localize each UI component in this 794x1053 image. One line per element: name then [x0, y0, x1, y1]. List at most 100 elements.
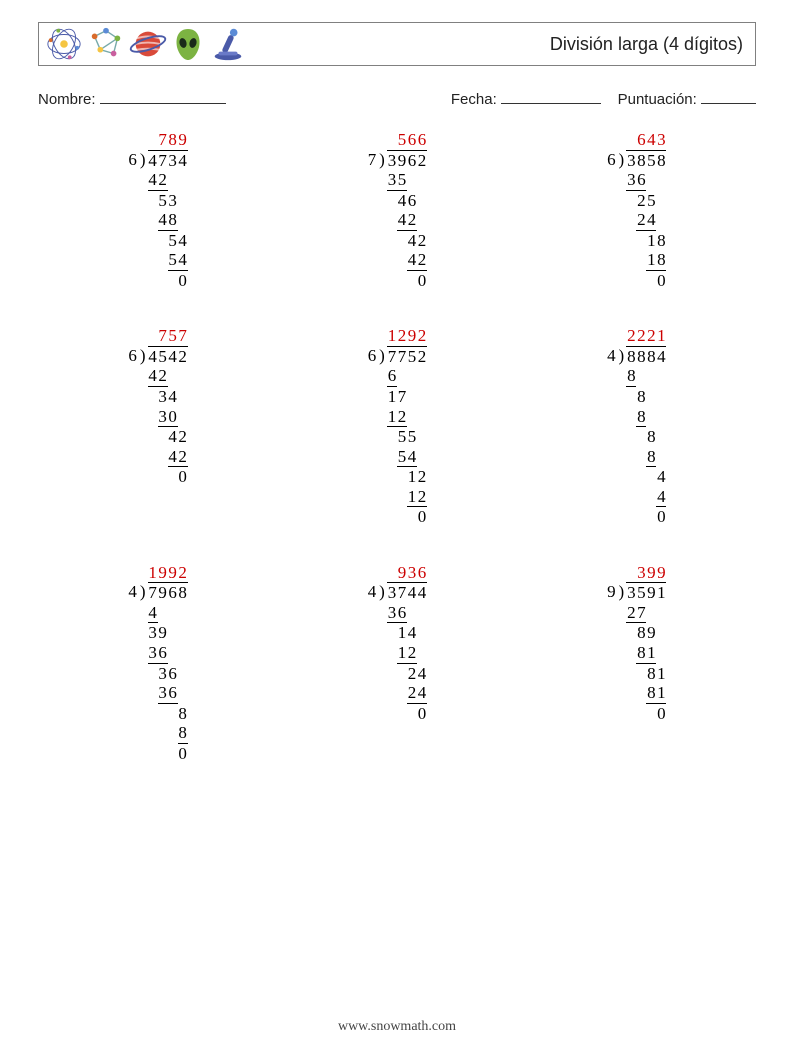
division-step: 6	[367, 366, 427, 387]
division-step: 27	[606, 603, 666, 624]
division-step: 8	[128, 723, 188, 744]
microscope-icon	[209, 25, 247, 63]
long-division-problem: 9364)374436141224240	[277, 563, 516, 763]
divisor-dividend-row: 6)4542	[128, 346, 188, 367]
division-step: 42	[128, 447, 188, 468]
divisor-dividend-row: 4)3744	[367, 582, 427, 603]
division-step: 42	[128, 170, 188, 191]
division-step: 42	[128, 366, 188, 387]
division-step: 4	[606, 467, 666, 487]
quotient: 789	[128, 130, 188, 150]
division-step: 12	[367, 407, 427, 428]
division-step: 12	[367, 487, 427, 508]
quotient: 1292	[367, 326, 427, 346]
division-step: 39	[128, 623, 188, 643]
division-step: 36	[128, 683, 188, 704]
divisor-dividend-row: 4)7968	[128, 582, 188, 603]
divisor-dividend-row: 9)3591	[606, 582, 666, 603]
alien-icon	[171, 25, 205, 63]
page-title: División larga (4 dígitos)	[550, 34, 743, 55]
score-label: Puntuación:	[618, 91, 697, 108]
quotient: 2221	[606, 326, 666, 346]
division-step: 81	[606, 664, 666, 684]
division-step: 12	[367, 467, 427, 487]
division-step: 12	[367, 643, 427, 664]
division-step: 25	[606, 191, 666, 211]
division-step: 30	[128, 407, 188, 428]
division-step: 42	[367, 231, 427, 251]
decorative-icons	[45, 25, 247, 63]
division-step: 42	[367, 210, 427, 231]
header-box: División larga (4 dígitos)	[38, 22, 756, 66]
divisor-dividend-row: 4)8884	[606, 346, 666, 367]
long-division-problem: 7896)473442534854540	[38, 130, 277, 290]
name-blank	[100, 90, 226, 104]
division-step: 42	[128, 427, 188, 447]
division-step: 24	[606, 210, 666, 231]
division-step: 0	[128, 271, 188, 291]
division-step: 0	[367, 271, 427, 291]
division-step: 0	[367, 507, 427, 527]
division-step: 36	[606, 170, 666, 191]
long-division-problem: 5667)396235464242420	[277, 130, 516, 290]
long-division-problem: 22214)888488888440	[517, 326, 756, 526]
division-step: 17	[367, 387, 427, 407]
division-step: 24	[367, 664, 427, 684]
info-line: Nombre: Fecha: Puntuación:	[38, 90, 756, 108]
footer-url: www.snowmath.com	[0, 1019, 794, 1035]
division-step: 36	[128, 643, 188, 664]
division-step: 81	[606, 643, 666, 664]
division-step: 0	[128, 744, 188, 764]
division-step: 0	[606, 704, 666, 724]
quotient: 757	[128, 326, 188, 346]
score-blank	[701, 90, 756, 104]
division-step: 4	[606, 487, 666, 508]
division-step: 54	[128, 250, 188, 271]
name-label: Nombre:	[38, 91, 96, 108]
division-step: 8	[128, 704, 188, 724]
planet-icon	[129, 25, 167, 63]
division-step: 24	[367, 683, 427, 704]
quotient: 936	[367, 563, 427, 583]
division-step: 0	[367, 704, 427, 724]
network-icon	[87, 25, 125, 63]
division-step: 36	[367, 603, 427, 624]
divisor-dividend-row: 7)3962	[367, 150, 427, 171]
division-step: 81	[606, 683, 666, 704]
date-label: Fecha:	[451, 91, 497, 108]
divisor-dividend-row: 6)4734	[128, 150, 188, 171]
divisor-dividend-row: 6)3858	[606, 150, 666, 171]
division-step: 46	[367, 191, 427, 211]
quotient: 399	[606, 563, 666, 583]
divisor-dividend-row: 6)7752	[367, 346, 427, 367]
division-step: 8	[606, 366, 666, 387]
division-step: 89	[606, 623, 666, 643]
long-division-problem: 19924)7968439363636880	[38, 563, 277, 763]
division-step: 54	[128, 231, 188, 251]
division-step: 48	[128, 210, 188, 231]
division-step: 14	[367, 623, 427, 643]
division-step: 18	[606, 231, 666, 251]
long-division-problem: 7576)454242343042420	[38, 326, 277, 526]
problems-grid: 7896)4734425348545405667)396235464242420…	[38, 130, 756, 973]
division-step: 4	[128, 603, 188, 624]
division-step: 55	[367, 427, 427, 447]
quotient: 566	[367, 130, 427, 150]
quotient: 643	[606, 130, 666, 150]
division-step: 34	[128, 387, 188, 407]
long-division-problem: 12926)775261712555412120	[277, 326, 516, 526]
division-step: 0	[606, 507, 666, 527]
quotient: 1992	[128, 563, 188, 583]
division-step: 42	[367, 250, 427, 271]
division-step: 0	[128, 467, 188, 487]
division-step: 36	[128, 664, 188, 684]
long-division-problem: 3999)359127898181810	[517, 563, 756, 763]
division-step: 8	[606, 407, 666, 428]
division-step: 8	[606, 447, 666, 468]
long-division-problem: 6436)385836252418180	[517, 130, 756, 290]
division-step: 18	[606, 250, 666, 271]
division-step: 0	[606, 271, 666, 291]
solar-system-icon	[45, 25, 83, 63]
division-step: 8	[606, 387, 666, 407]
date-blank	[501, 90, 601, 104]
